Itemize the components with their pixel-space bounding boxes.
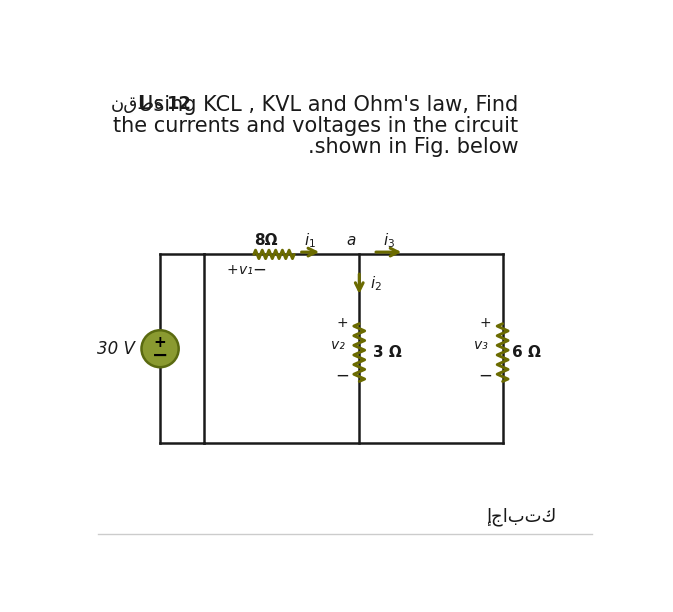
- Text: $i_2$: $i_2$: [370, 275, 382, 293]
- Text: v₁: v₁: [239, 263, 253, 277]
- Circle shape: [141, 330, 178, 367]
- Text: +: +: [480, 316, 491, 330]
- Text: نقطة: نقطة: [110, 95, 164, 113]
- Text: إجابتك: إجابتك: [487, 507, 557, 526]
- Text: −: −: [252, 261, 267, 279]
- Text: 30 V: 30 V: [98, 340, 135, 358]
- Text: −: −: [479, 367, 493, 385]
- Text: the currents and voltages in the circuit: the currents and voltages in the circuit: [113, 116, 518, 136]
- Text: $i_3$: $i_3$: [383, 231, 395, 250]
- Text: 6 Ω: 6 Ω: [512, 345, 541, 360]
- Text: a: a: [346, 233, 355, 248]
- Text: −: −: [152, 346, 168, 365]
- Text: +: +: [153, 335, 166, 350]
- Text: v₃: v₃: [474, 338, 488, 352]
- Text: +: +: [336, 316, 348, 330]
- Text: 3 Ω: 3 Ω: [374, 345, 402, 360]
- Text: −: −: [335, 367, 349, 385]
- Text: 12: 12: [167, 95, 192, 113]
- Text: 8Ω: 8Ω: [254, 233, 278, 248]
- Text: Using KCL , KVL and Ohm's law, Find: Using KCL , KVL and Ohm's law, Find: [138, 95, 518, 115]
- Text: $i_1$: $i_1$: [304, 231, 316, 250]
- Text: +: +: [226, 263, 238, 277]
- Text: .shown in Fig. below: .shown in Fig. below: [308, 136, 518, 157]
- Text: v₂: v₂: [330, 338, 345, 352]
